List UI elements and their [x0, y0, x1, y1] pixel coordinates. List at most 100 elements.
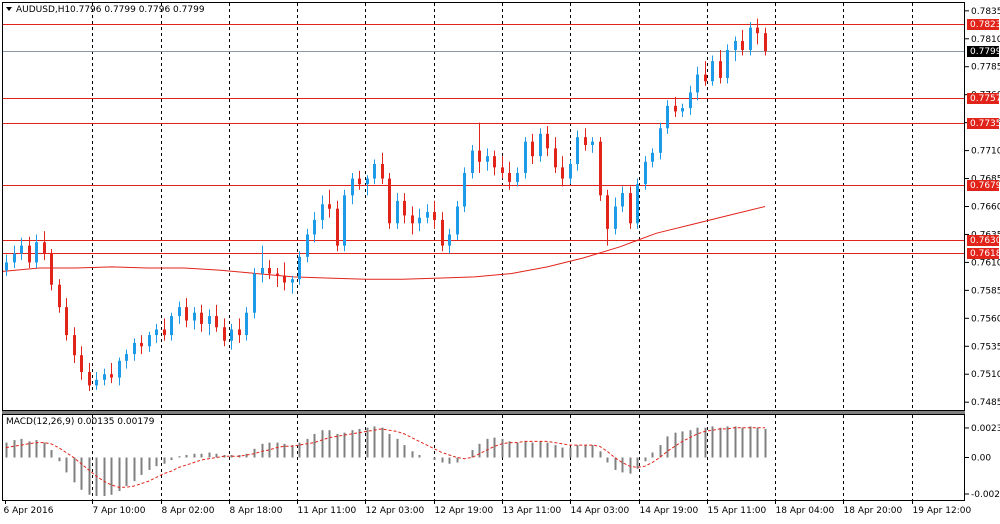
candle-body — [276, 273, 279, 276]
candle-body — [118, 360, 121, 378]
level-badge-label: 0.7679 — [970, 181, 1000, 191]
current-price-badge-bg — [967, 46, 999, 57]
horizontal-levels-layer — [3, 24, 964, 254]
candle-body — [591, 141, 594, 146]
level-badge-bg — [967, 118, 999, 129]
candle-body — [478, 150, 481, 162]
candle-body — [298, 256, 301, 280]
candle-body — [88, 371, 91, 386]
candle-body — [223, 327, 226, 341]
candle-body — [448, 234, 451, 246]
candle-body — [35, 242, 38, 263]
candle-body — [584, 137, 587, 146]
price-badges-layer: 0.7823 0.7757 0.7735 0.7679 0.7630 0.7618 0.77… — [967, 19, 1000, 259]
candle-body — [283, 275, 286, 283]
y-tick-label: 0.7610 — [971, 258, 1000, 268]
x-tick-label: 14 Apr 19:00 — [640, 506, 699, 516]
candle-body — [351, 178, 354, 196]
candle-body — [666, 105, 669, 129]
candle-body — [516, 172, 519, 182]
candle-body — [65, 307, 68, 336]
vertical-grid — [92, 3, 913, 500]
candle-body — [546, 133, 549, 149]
level-badge-bg — [967, 180, 999, 191]
candle-body — [140, 342, 143, 347]
candle-body — [73, 335, 76, 356]
y-tick-label: 0.7810 — [971, 35, 1000, 45]
candle-body — [28, 245, 31, 263]
y-tick-label: 0.7835 — [971, 7, 1000, 17]
candle-body — [358, 178, 361, 185]
candle-body — [50, 253, 53, 285]
level-badge-bg — [967, 19, 999, 30]
candle-body — [606, 195, 609, 229]
candle-body — [463, 172, 466, 207]
macd-axis: 0.00238 0.00 -0.00238 — [965, 424, 1000, 500]
y-tick-label: 0.7510 — [971, 370, 1000, 380]
candle-body — [576, 137, 579, 165]
candle-body — [13, 253, 16, 263]
candle-body — [133, 342, 136, 355]
candle-body — [185, 307, 188, 321]
candle-body — [599, 141, 602, 196]
candles-layer — [5, 18, 767, 391]
current-price-badge-label: 0.7799 — [970, 47, 1000, 57]
candle-body — [388, 178, 391, 224]
candle-body — [418, 217, 421, 224]
candle-body — [689, 92, 692, 109]
candle-body — [373, 164, 376, 179]
candle-body — [163, 329, 166, 336]
candle-body — [561, 167, 564, 179]
candle-body — [629, 193, 632, 224]
candle-body — [764, 33, 767, 52]
price-axis: 0.78350.78100.77850.77600.77350.77100.76… — [965, 7, 1000, 408]
macd-label: MACD(12,26,9) 0.00135 0.00179 — [6, 417, 155, 427]
candle-body — [313, 219, 316, 235]
candle-body — [426, 212, 429, 218]
candle-body — [261, 267, 264, 274]
candle-body — [403, 200, 406, 216]
candle-body — [621, 193, 624, 207]
candle-body — [230, 329, 233, 341]
y-tick-label: 0.7535 — [971, 342, 1000, 352]
candle-body — [651, 152, 654, 162]
x-tick-label: 12 Apr 03:00 — [366, 506, 425, 516]
candle-body — [636, 184, 639, 224]
x-tick-label: 18 Apr 20:00 — [844, 506, 903, 516]
level-badge-label: 0.7757 — [970, 94, 1000, 104]
macd-signal-line — [5, 427, 765, 488]
candle-body — [58, 284, 61, 308]
y-tick-label: 0.7560 — [971, 314, 1000, 324]
candle-body — [178, 307, 181, 317]
macd-layer — [5, 426, 767, 496]
candle-body — [501, 167, 504, 173]
candle-body — [486, 156, 489, 162]
x-tick-label: 7 Apr 10:00 — [93, 506, 146, 516]
candle-body — [321, 204, 324, 220]
candle-body — [193, 312, 196, 321]
macd-tick-label: 0.00 — [971, 454, 991, 464]
moving-average-layer — [2, 206, 766, 280]
level-badge-bg — [967, 235, 999, 246]
candle-body — [238, 329, 241, 336]
x-tick-label: 12 Apr 19:00 — [435, 506, 494, 516]
candle-body — [741, 41, 744, 50]
candle-body — [411, 215, 414, 224]
y-tick-label: 0.7710 — [971, 147, 1000, 157]
candle-body — [539, 133, 542, 157]
macd-plot-frame — [2, 414, 965, 501]
candle-body — [524, 141, 527, 173]
candle-body — [396, 200, 399, 224]
moving-average-line — [2, 206, 766, 280]
chart-dropdown-icon[interactable] — [6, 7, 12, 11]
y-tick-label: 0.7585 — [971, 286, 1000, 296]
candle-body — [366, 178, 369, 185]
x-tick-label: 18 Apr 04:00 — [776, 506, 835, 516]
x-tick-label: 13 Apr 11:00 — [503, 506, 562, 516]
candle-body — [704, 74, 707, 82]
candle-body — [208, 316, 211, 324]
x-tick-label: 8 Apr 02:00 — [162, 506, 215, 516]
x-tick-label: 19 Apr 12:00 — [913, 506, 972, 516]
candle-body — [531, 141, 534, 157]
